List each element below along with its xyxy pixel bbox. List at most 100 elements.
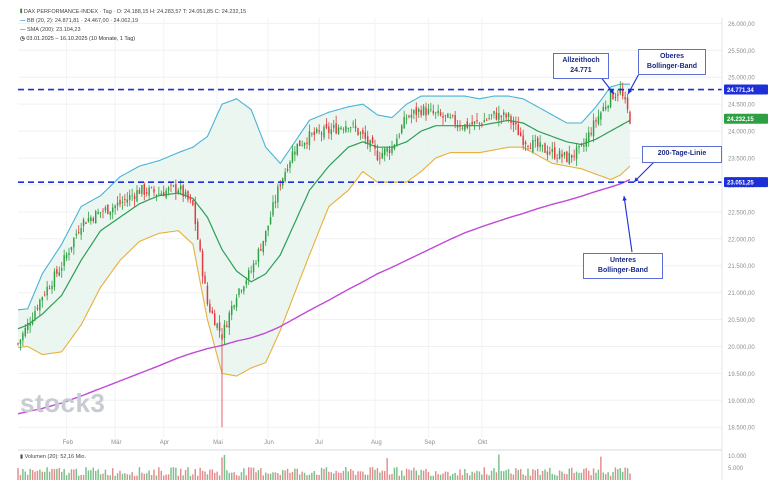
candle-body <box>612 92 614 100</box>
candle-body <box>471 121 473 125</box>
volume-bar <box>376 468 379 480</box>
volume-bar <box>332 473 335 480</box>
candle-body <box>587 132 590 142</box>
candle-body <box>400 125 403 134</box>
volume-bar <box>22 469 24 480</box>
legend-sma: SMA (200): 23.104,23 <box>27 27 81 33</box>
volume-bar <box>558 470 561 480</box>
volume-bar <box>359 471 362 480</box>
candle-body <box>478 122 481 124</box>
volume-bar <box>493 468 495 480</box>
volume-bar <box>386 457 388 480</box>
volume-bar <box>179 468 182 480</box>
candle-body <box>230 305 233 315</box>
annotation-all-time-high: Allzeithoch 24.771 <box>553 53 609 79</box>
sma-icon: — <box>20 27 26 33</box>
volume-bar <box>529 475 532 480</box>
volume-bar <box>587 470 590 480</box>
candle-body <box>308 131 311 146</box>
volume-bar <box>301 471 303 480</box>
candle-body <box>218 322 221 332</box>
y-tick-label: 18.500,00 <box>728 426 755 432</box>
candle-body <box>522 135 524 146</box>
volume-bar <box>121 473 124 480</box>
candle-body <box>158 193 160 195</box>
volume-bar <box>626 468 629 480</box>
volume-bar <box>267 473 269 480</box>
volume-bar <box>124 473 126 480</box>
x-tick-label: Mai <box>213 440 223 446</box>
volume-bar <box>456 475 459 480</box>
volume-bar <box>369 467 371 480</box>
candle-body <box>228 312 231 328</box>
candle-body <box>70 246 73 250</box>
candle-body <box>444 114 447 116</box>
volume-bar <box>498 454 500 480</box>
candle-body <box>160 193 163 196</box>
candle-body <box>131 195 133 197</box>
volume-bar <box>230 472 233 480</box>
volume-bar <box>211 469 214 480</box>
candle-body <box>209 303 211 312</box>
volume-bar <box>167 474 170 480</box>
volume-bar <box>362 471 364 480</box>
volume-bar <box>400 470 403 480</box>
volume-bar <box>561 471 563 480</box>
x-tick-label: Aug <box>371 440 382 446</box>
candle-body <box>73 237 75 248</box>
x-tick-label: Sep <box>424 440 435 446</box>
volume-bar <box>629 473 631 480</box>
volume-bar <box>578 472 580 480</box>
candle-body <box>94 211 97 224</box>
candle-body <box>488 117 490 119</box>
candle-body <box>512 120 515 126</box>
candle-body <box>199 240 201 251</box>
legend-bb-row: — BB (20, 2): 24.871,81 · 24.467,00 · 24… <box>20 17 246 26</box>
candle-body <box>216 323 218 329</box>
volume-bar <box>131 472 133 480</box>
candle-body <box>252 263 255 272</box>
candle-body <box>226 325 228 328</box>
volume-bar <box>311 472 313 480</box>
volume-bar <box>77 475 80 480</box>
volume-bar <box>245 475 248 480</box>
candle-body <box>29 323 31 326</box>
volume-bar <box>425 468 427 480</box>
candle-body <box>206 285 209 304</box>
candle-body <box>388 149 391 154</box>
arrow-upper-band-head <box>628 89 633 94</box>
candle-body <box>36 307 39 310</box>
volume-bar <box>337 472 340 480</box>
volume-bar <box>252 467 255 480</box>
volume-bar <box>199 467 201 480</box>
volume-bar <box>97 469 99 480</box>
volume-bar <box>165 474 167 480</box>
candle-body <box>48 288 51 290</box>
x-tick-label: Mär <box>111 440 121 446</box>
candle-body <box>58 272 61 276</box>
volume-bar <box>444 471 447 480</box>
volume-bar <box>247 467 250 480</box>
volume-bar <box>602 472 605 480</box>
volume-bar <box>500 471 503 480</box>
candle-body <box>425 107 427 116</box>
volume-bar <box>262 475 265 480</box>
arrow-sma200 <box>633 161 655 183</box>
volume-bar <box>478 471 481 480</box>
volume-bar <box>269 473 272 480</box>
y-tick-label: 20.500,00 <box>728 318 755 324</box>
candle-body <box>145 192 148 194</box>
candle-body <box>498 113 500 120</box>
candle-body <box>422 106 425 115</box>
candle-body <box>461 127 464 129</box>
candle-body <box>175 183 177 193</box>
volume-icon: ▮ <box>20 454 24 460</box>
volume-bar <box>90 470 92 480</box>
volume-bar <box>432 475 435 480</box>
arrow-all-time-high-head <box>609 89 614 94</box>
candle-body <box>291 151 294 163</box>
volume-bar <box>391 473 393 480</box>
volume-bar <box>522 474 524 480</box>
chart-legend: ⫴ DAX PERFORMANCE-INDEX · Tag · O: 24.18… <box>20 8 246 44</box>
candle-body <box>410 114 413 118</box>
